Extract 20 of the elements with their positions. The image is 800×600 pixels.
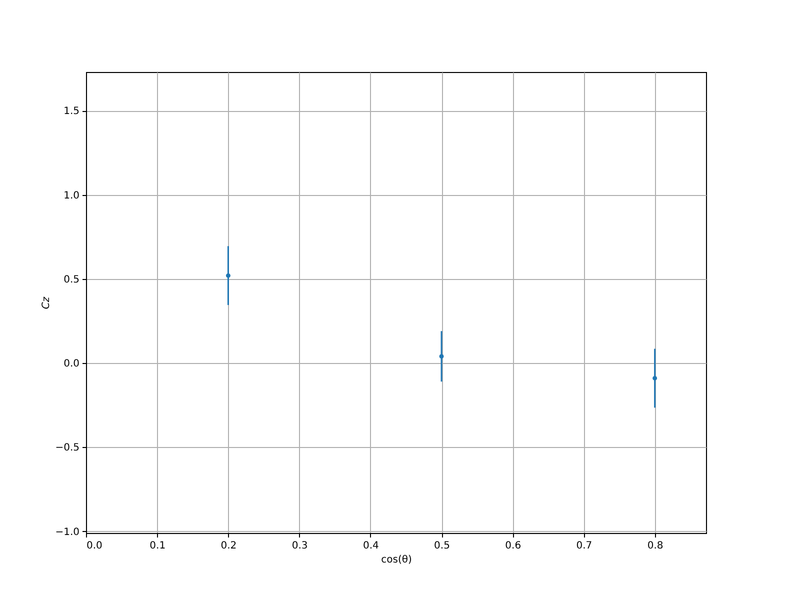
y-axis-title: Cz bbox=[41, 296, 52, 310]
y-tick-label: −0.5 bbox=[55, 442, 80, 454]
x-axis-title: cos(θ) bbox=[381, 554, 412, 566]
x-tick-label: 0.5 bbox=[434, 540, 450, 552]
y-tick-label: 0.0 bbox=[64, 358, 80, 370]
point bbox=[652, 376, 658, 380]
x-tick-label: 0.7 bbox=[576, 540, 592, 552]
x-tick-label: 0.1 bbox=[150, 540, 166, 552]
x-tick-label: 0.6 bbox=[505, 540, 522, 552]
y-tick-label: −1.0 bbox=[55, 526, 80, 538]
y-tick-label: 1.5 bbox=[64, 106, 80, 118]
point bbox=[439, 354, 444, 359]
x-tick-label: 0.3 bbox=[292, 540, 308, 552]
y-tick-label: 1.0 bbox=[64, 190, 80, 202]
point bbox=[226, 273, 230, 278]
x-tick-label: 0.8 bbox=[647, 540, 664, 552]
x-tick-label: 0.2 bbox=[220, 540, 237, 552]
y-tick-label: 0.5 bbox=[64, 274, 80, 286]
x-tick-label: 0.0 bbox=[86, 540, 102, 552]
x-tick-label: 0.4 bbox=[362, 540, 379, 552]
